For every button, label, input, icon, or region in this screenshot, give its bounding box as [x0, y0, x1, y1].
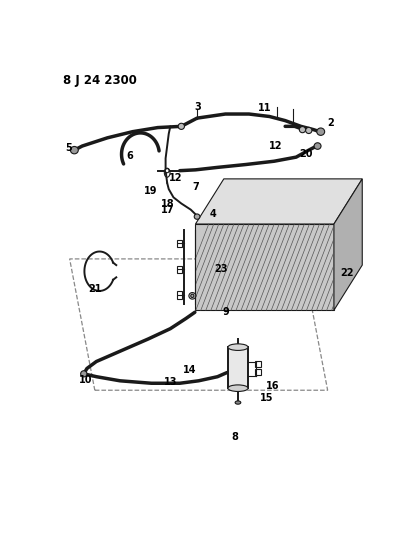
Text: 15: 15 [259, 393, 273, 403]
Ellipse shape [227, 385, 247, 391]
Ellipse shape [188, 293, 195, 299]
Text: 12: 12 [269, 141, 282, 151]
Ellipse shape [194, 214, 199, 219]
Bar [176, 292, 182, 299]
Text: 21: 21 [88, 284, 102, 294]
Text: 23: 23 [214, 264, 227, 274]
Text: 12: 12 [168, 173, 182, 183]
Text: 8 J 24 2300: 8 J 24 2300 [63, 74, 137, 87]
Ellipse shape [165, 168, 168, 173]
Bar [176, 240, 182, 247]
Text: 4: 4 [209, 209, 216, 219]
Text: 17: 17 [160, 205, 174, 215]
Text: 14: 14 [183, 365, 196, 375]
Text: 8: 8 [231, 432, 238, 442]
Ellipse shape [313, 143, 320, 149]
Text: 7: 7 [192, 182, 198, 192]
Bar [254, 369, 260, 375]
Polygon shape [195, 179, 361, 224]
Text: 9: 9 [222, 307, 228, 317]
Polygon shape [195, 224, 333, 310]
Ellipse shape [190, 294, 194, 297]
Text: 2: 2 [327, 118, 334, 128]
Ellipse shape [70, 147, 78, 154]
Bar [254, 361, 260, 367]
Text: 11: 11 [258, 103, 271, 114]
Text: 18: 18 [160, 199, 174, 209]
Text: 10: 10 [79, 375, 92, 385]
Bar [176, 265, 182, 273]
Text: 3: 3 [194, 102, 200, 112]
Text: 22: 22 [339, 268, 353, 278]
Ellipse shape [298, 126, 305, 133]
Text: 20: 20 [298, 149, 312, 159]
Text: 19: 19 [143, 186, 157, 196]
Ellipse shape [178, 123, 184, 130]
Text: 5: 5 [65, 143, 72, 153]
Bar [227, 347, 247, 388]
Ellipse shape [227, 344, 247, 350]
Text: 6: 6 [126, 151, 133, 161]
Ellipse shape [316, 128, 324, 135]
Text: 13: 13 [164, 377, 177, 387]
Ellipse shape [234, 401, 240, 404]
Polygon shape [333, 179, 361, 310]
Ellipse shape [305, 127, 311, 134]
Ellipse shape [81, 371, 87, 377]
Text: 16: 16 [266, 381, 279, 391]
